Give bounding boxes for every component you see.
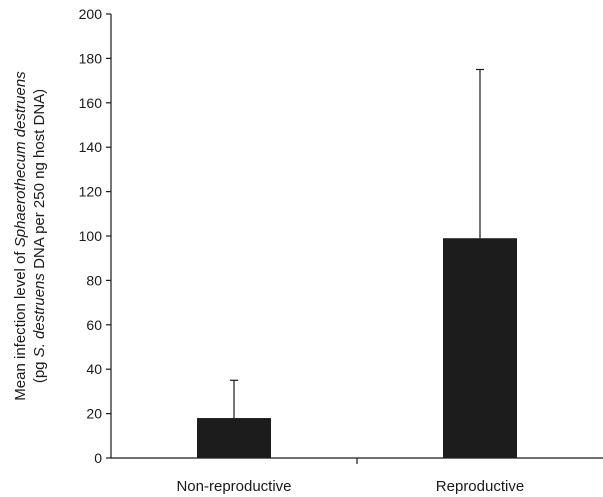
y-tick-label: 0 [94, 450, 102, 466]
y-axis-label-line1-prefix: Mean infection level of [12, 247, 29, 400]
y-axis-label-line1: Mean infection level of Sphaerothecum de… [12, 71, 29, 401]
y-tick-label: 60 [86, 317, 102, 333]
y-tick-label: 200 [79, 6, 103, 22]
x-tick-label: Reproductive [436, 478, 524, 495]
y-axis-label-line2-italic: S. destruens [31, 273, 48, 358]
y-axis-label-line2-prefix: (pg [31, 357, 48, 383]
plot-area: 0 20 40 60 80 100 120 140 160 180 200 Non-reproduct… [79, 6, 603, 495]
y-tick-label: 180 [79, 50, 103, 66]
y-axis-label-line1-italic: Sphaerothecum destruens [12, 71, 29, 247]
y-tick-label: 140 [79, 139, 103, 155]
y-tick-label: 20 [86, 406, 102, 422]
y-tick-label: 100 [79, 228, 103, 244]
y-tick-label: 40 [86, 361, 102, 377]
y-tick-label: 120 [79, 184, 103, 200]
y-axis-label: Mean infection level of Sphaerothecum de… [12, 71, 48, 401]
y-axis-label-line2: (pg S. destruens DNA per 250 ng host DNA… [31, 89, 48, 383]
x-tick-label: Non-reproductive [176, 478, 291, 495]
bar [197, 418, 271, 458]
y-tick-label: 160 [79, 95, 103, 111]
bar [443, 238, 517, 458]
y-tick-label: 80 [86, 272, 102, 288]
y-axis-label-line2-suffix: DNA per 250 ng host DNA) [31, 89, 48, 273]
